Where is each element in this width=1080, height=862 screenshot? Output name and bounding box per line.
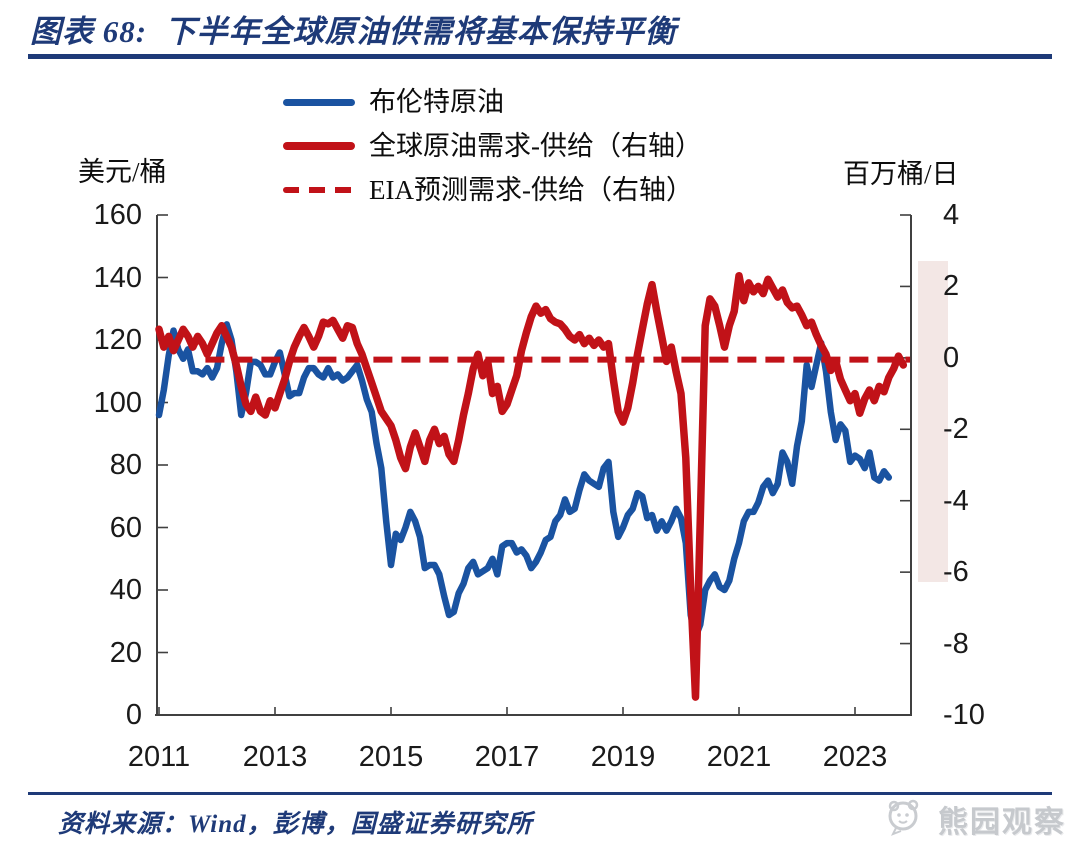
left-axis-tick-label: 20 xyxy=(109,636,142,669)
x-axis-tick-label: 2013 xyxy=(242,741,308,773)
forecast-highlight-band xyxy=(918,261,948,582)
x-axis-tick-label: 2017 xyxy=(474,741,540,773)
legend-label-eia-forecast: EIA预测需求-供给（右轴） xyxy=(369,175,693,205)
legend-item-brent: 布伦特原油 xyxy=(283,80,702,124)
legend-item-eia-forecast: EIA预测需求-供给（右轴） xyxy=(283,168,702,212)
chart-title: 图表 68: 下半年全球原油供需将基本保持平衡 xyxy=(30,14,677,49)
left-axis-tick-label: 60 xyxy=(109,511,142,544)
legend-dashed-line-icon xyxy=(283,187,355,193)
legend-line-balance-icon xyxy=(283,142,355,150)
legend-item-balance: 全球原油需求-供给（右轴） xyxy=(283,124,702,168)
source-note: 资料来源：Wind，彭博，国盛证券研究所 xyxy=(58,811,533,838)
legend-label-balance: 全球原油需求-供给（右轴） xyxy=(369,131,702,161)
right-axis-tick-label: -10 xyxy=(943,699,985,731)
left-axis-tick-label: 40 xyxy=(109,574,142,606)
watermark-text: 熊园观察 xyxy=(938,806,1066,839)
right-axis-tick-label: 4 xyxy=(943,199,960,231)
right-axis-tick-label: -8 xyxy=(943,627,969,660)
watermark: 熊园观察 xyxy=(886,796,1066,842)
right-axis-tick-label: -4 xyxy=(943,484,969,517)
series-line-brent xyxy=(155,321,893,641)
right-axis-tick-label: 0 xyxy=(943,341,960,374)
bear-logo-icon xyxy=(888,799,919,836)
right-axis-unit: 百万桶/日 xyxy=(843,159,959,189)
top-divider xyxy=(28,54,1052,59)
x-axis-tick-label: 2011 xyxy=(127,741,191,773)
right-axis-tick-label: -2 xyxy=(943,413,969,446)
chart-legend: 布伦特原油 全球原油需求-供给（右轴） EIA预测需求-供给（右轴） xyxy=(283,80,702,212)
series-line-balance xyxy=(155,271,908,701)
left-axis-tick-label: 140 xyxy=(93,261,142,294)
x-axis-tick-label: 2019 xyxy=(590,741,656,773)
legend-line-brent-icon xyxy=(283,98,355,106)
left-axis-tick-label: 100 xyxy=(93,386,142,419)
left-axis-tick-label: 80 xyxy=(109,449,142,481)
bottom-divider xyxy=(28,792,1052,795)
left-axis-tick-label: 0 xyxy=(125,699,142,731)
x-axis-tick-label: 2021 xyxy=(706,741,772,773)
right-axis-tick-label: 2 xyxy=(943,270,960,303)
x-axis-tick-label: 2023 xyxy=(822,741,888,773)
legend-label-brent: 布伦特原油 xyxy=(369,87,504,117)
left-axis-unit: 美元/桶 xyxy=(78,157,167,187)
left-axis-tick-label: 120 xyxy=(93,324,142,356)
right-axis-tick-label: -6 xyxy=(943,556,969,589)
left-axis-tick-label: 160 xyxy=(93,199,142,231)
x-axis-tick-label: 2015 xyxy=(358,741,424,773)
